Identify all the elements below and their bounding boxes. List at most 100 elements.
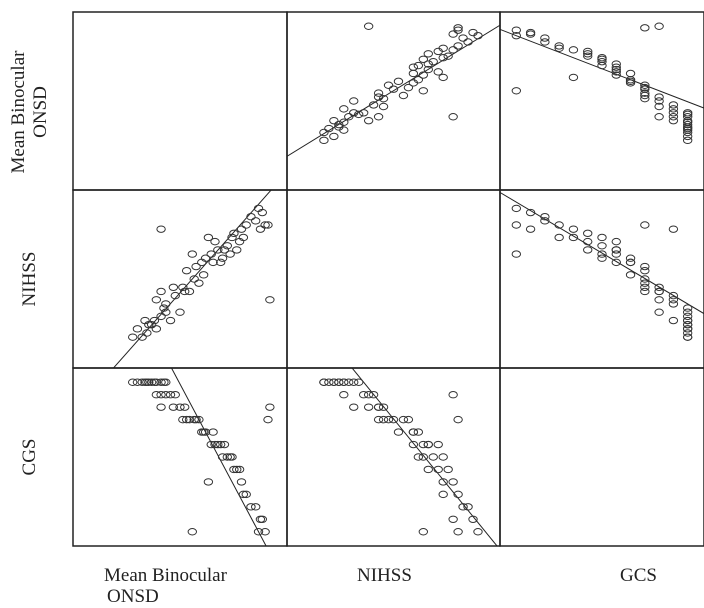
point-r2-c3-35 <box>597 254 607 262</box>
point-r2-c3-36 <box>597 242 607 250</box>
point-r3-c1-38 <box>227 453 237 461</box>
point-r1-c3-11 <box>682 110 693 119</box>
point-r3-c1-17 <box>156 403 166 411</box>
point-r1-c2-46 <box>463 38 473 46</box>
point-r3-c2-42 <box>438 478 448 486</box>
point-r3-c2-49 <box>468 515 478 523</box>
point-r1-c2-41 <box>443 52 453 60</box>
point-r1-c2-7 <box>339 118 349 126</box>
point-r3-c1-45 <box>241 490 251 499</box>
point-r2-c3-40 <box>583 237 593 246</box>
point-r3-c1-12 <box>165 391 176 399</box>
point-r2-c3-25 <box>640 262 650 271</box>
point-r1-c2-3 <box>329 132 339 141</box>
point-r2-c1-20 <box>178 283 188 292</box>
point-r1-c3-39 <box>583 50 593 58</box>
point-r3-c1-4 <box>146 378 157 386</box>
point-r1-c2-18 <box>378 102 389 111</box>
point-r3-c1-39 <box>232 465 242 474</box>
point-r1-c3-35 <box>597 61 607 70</box>
point-r2-c3-11 <box>682 304 693 312</box>
panel-r2-c2 <box>286 189 501 369</box>
point-r2-c3-54 <box>640 221 650 229</box>
point-r2-c3-51 <box>511 204 522 213</box>
point-r1-c2-30 <box>418 71 429 79</box>
point-r2-c1-26 <box>198 271 209 279</box>
point-r3-c1-36 <box>222 453 233 461</box>
point-r1-c3-17 <box>654 113 664 121</box>
point-r3-c2-34 <box>423 440 433 449</box>
point-r1-c2-17 <box>373 113 384 121</box>
point-r2-c1-21 <box>184 287 195 296</box>
point-r3-c1-20 <box>178 415 188 424</box>
point-r3-c1-31 <box>213 440 223 449</box>
point-r1-c3-1 <box>682 128 693 137</box>
point-r3-c2-48 <box>448 515 458 523</box>
point-r3-c1-30 <box>206 440 216 449</box>
point-r2-c3-26 <box>625 271 636 279</box>
point-r3-c2-2 <box>319 378 329 386</box>
fit-line-r2-c1 <box>112 190 272 368</box>
point-r3-c2-40 <box>433 465 443 474</box>
point-r1-c2-22 <box>388 85 399 93</box>
point-r2-c1-37 <box>225 250 235 258</box>
point-r1-c3-13 <box>668 116 679 125</box>
point-r3-c1-49 <box>257 515 268 523</box>
point-r3-c1-52 <box>187 528 197 536</box>
point-r1-c3-36 <box>597 57 607 66</box>
point-r3-c2-36 <box>428 453 438 461</box>
point-r3-c2-51 <box>473 528 483 536</box>
point-r1-c3-45 <box>554 42 564 50</box>
point-r1-c3-4 <box>682 120 693 129</box>
point-r3-c2-52 <box>418 528 429 536</box>
point-r3-c1-54 <box>263 415 273 424</box>
point-r3-c2-23 <box>383 415 394 424</box>
point-r1-c3-52 <box>511 87 522 95</box>
point-r3-c2-54 <box>453 415 463 424</box>
point-r3-c2-6 <box>334 378 344 386</box>
point-r3-c2-26 <box>393 428 404 436</box>
point-r2-c3-37 <box>597 250 607 258</box>
point-r1-c2-8 <box>329 116 339 125</box>
point-r1-c3-12 <box>668 105 679 113</box>
point-r2-c1-3 <box>132 325 143 333</box>
point-r3-c2-45 <box>453 490 463 499</box>
point-r1-c2-34 <box>423 60 433 68</box>
point-r1-c3-21 <box>640 89 650 97</box>
point-r2-c1-31 <box>213 246 223 254</box>
point-r2-c1-14 <box>161 300 171 308</box>
point-r1-c2-21 <box>373 89 384 97</box>
point-r2-c3-44 <box>554 233 564 242</box>
point-r1-c3-29 <box>625 69 636 78</box>
point-r3-c1-50 <box>260 528 270 536</box>
point-r1-c2-0 <box>324 124 334 133</box>
point-r3-c1-11 <box>159 378 169 386</box>
point-r2-c1-41 <box>229 229 239 238</box>
point-r1-c2-12 <box>339 105 349 113</box>
point-r1-c2-33 <box>433 68 443 76</box>
point-r1-c2-32 <box>408 63 419 71</box>
point-r3-c2-12 <box>339 391 349 399</box>
point-r2-c1-4 <box>146 320 157 329</box>
fit-line-r3-c2 <box>351 368 498 546</box>
point-r2-c3-13 <box>668 296 679 304</box>
point-r1-c2-48 <box>448 30 458 38</box>
point-r2-c3-15 <box>668 291 679 300</box>
point-r3-c2-19 <box>373 403 384 411</box>
point-r2-c1-18 <box>168 283 179 292</box>
point-r3-c1-40 <box>234 465 245 474</box>
point-r2-c1-52 <box>187 250 197 258</box>
point-r2-c3-49 <box>525 208 536 217</box>
point-r1-c3-9 <box>682 113 693 121</box>
point-r2-c3-2 <box>682 333 693 341</box>
point-r2-c3-19 <box>654 287 664 296</box>
point-r3-c2-38 <box>438 453 448 461</box>
row3-ylabel: CGS <box>19 438 40 476</box>
point-r2-c3-21 <box>640 287 650 296</box>
point-r3-c1-21 <box>184 415 195 424</box>
point-r2-c3-45 <box>554 221 564 229</box>
point-r3-c1-35 <box>217 453 228 461</box>
point-r3-c1-18 <box>168 403 179 411</box>
point-r3-c1-53 <box>265 403 275 411</box>
point-r3-c2-9 <box>344 378 354 386</box>
